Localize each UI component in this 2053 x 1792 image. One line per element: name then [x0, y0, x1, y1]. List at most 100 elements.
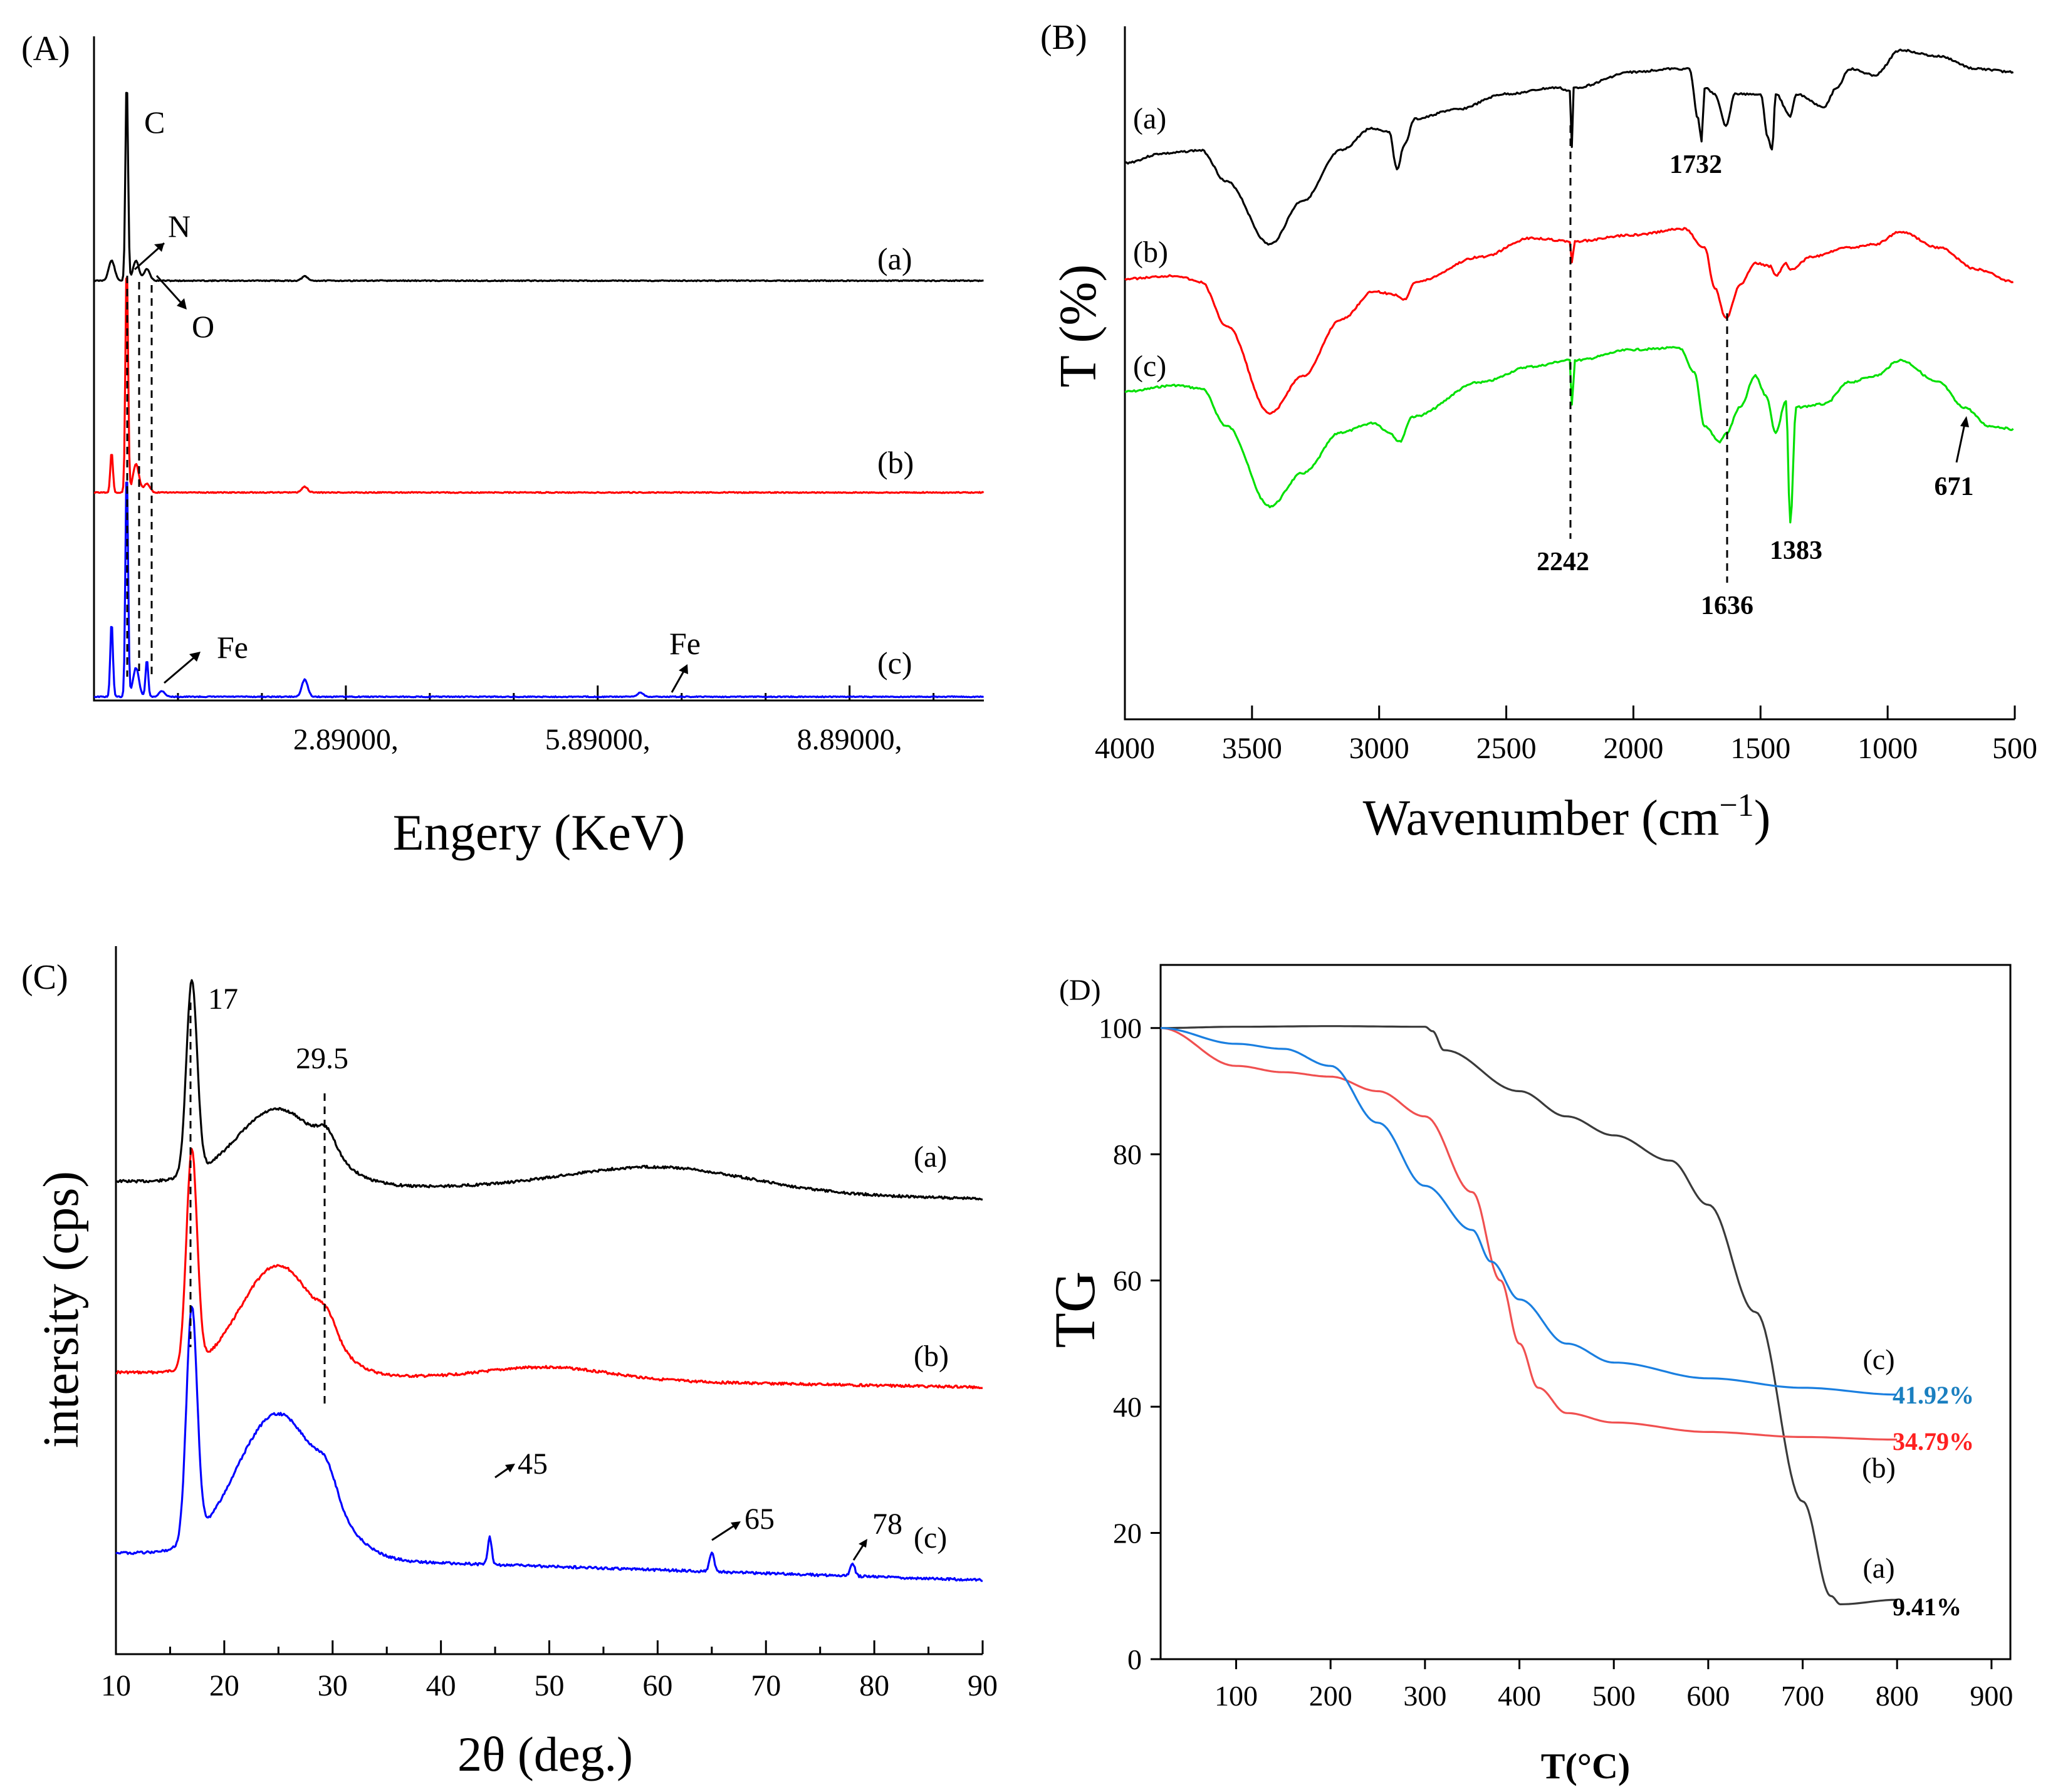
arrow-n-head: [154, 243, 164, 252]
series-label-c: (c): [877, 645, 912, 680]
panel-b-xlabel-main: Wavenumber (cm: [1363, 791, 1720, 846]
peak-label-17: 17: [208, 982, 238, 1016]
arrow-78-head: [859, 1539, 867, 1548]
x-tick-label: 3500: [1222, 732, 1282, 765]
x-tick-label: 600: [1686, 1680, 1730, 1712]
peak-label-1732: 1732: [1669, 150, 1722, 179]
end-label-a: (a): [1862, 1552, 1894, 1584]
panel-d-frame: [1159, 964, 2012, 1660]
x-tick-label: 70: [751, 1669, 781, 1702]
x-tick-label: 200: [1309, 1680, 1352, 1712]
peak-label-fe-1: Fe: [217, 630, 248, 665]
panel-d-label: (D): [1059, 974, 1101, 1007]
series-a: [1161, 1025, 1898, 1605]
series-b: [1160, 1027, 1898, 1441]
series-label-b: (b): [877, 445, 914, 480]
x-tick-label: 100: [1215, 1680, 1258, 1712]
percent-label-c: 41.92%: [1893, 1381, 1974, 1409]
series-a: [93, 91, 984, 283]
panel-a: (A) 2.89000, 5.89000, 8.89000, C N O Fe Fe…: [21, 29, 985, 861]
arrow-o: [155, 274, 186, 308]
panel-a-axes: [93, 36, 984, 702]
end-label-b: (b): [1862, 1452, 1896, 1484]
panel-b-ylabel: T (%): [1049, 264, 1107, 388]
panel-c-label: (C): [21, 958, 68, 997]
peak-label-c: C: [144, 105, 165, 140]
x-tick-label: 500: [1592, 1680, 1636, 1712]
arrow-671: [1955, 420, 1967, 463]
series-c: [1160, 1027, 1898, 1396]
peak-label-65: 65: [744, 1503, 775, 1536]
x-tick-label: 400: [1498, 1680, 1541, 1712]
x-tick-label: 80: [859, 1669, 889, 1702]
peak-label-2242: 2242: [1537, 548, 1589, 576]
x-tick-label: 20: [209, 1669, 239, 1702]
series-b: [93, 276, 985, 494]
panel-b-xlabel-sup: −1: [1719, 788, 1753, 823]
peak-label-n: N: [168, 209, 191, 244]
panel-a-xlabel: Engery (KeV): [393, 804, 686, 861]
percent-label-a: 9.41%: [1893, 1593, 1962, 1621]
x-tick-label: 2000: [1603, 732, 1663, 765]
peak-label-671: 671: [1935, 472, 1974, 501]
end-label-c: (c): [1862, 1343, 1894, 1375]
panel-d: (D) 100 200 300 400 500 600 700 800 900 0 20 40 60 80…: [1043, 964, 2013, 1786]
x-tick-label: 300: [1403, 1680, 1446, 1712]
x-tick-label: 1500: [1730, 732, 1790, 765]
x-tick-label: 90: [968, 1669, 998, 1702]
peak-label-o: O: [192, 309, 214, 344]
series-label-c: (c): [1133, 350, 1166, 383]
x-tick-label: 700: [1781, 1680, 1824, 1712]
series-c: [115, 1306, 983, 1582]
panel-b-xlabel-end: ): [1754, 791, 1771, 846]
arrow-65: [711, 1523, 738, 1541]
y-tick-label: 60: [1113, 1265, 1142, 1297]
x-tick-label: 3000: [1349, 732, 1409, 765]
y-tick-label: 80: [1113, 1138, 1142, 1170]
percent-label-b: 34.79%: [1893, 1427, 1974, 1456]
x-tick-label: 2.89000,: [293, 723, 399, 756]
x-tick-label: 60: [642, 1669, 672, 1702]
series-c: [93, 481, 985, 699]
series-a: [1124, 48, 2014, 246]
series-label-b: (b): [914, 1340, 949, 1373]
series-a: [115, 979, 983, 1201]
panel-c-ylabel: intersity (cps): [34, 1171, 89, 1448]
y-tick-label: 0: [1127, 1644, 1142, 1675]
x-tick-label: 5.89000,: [545, 723, 650, 756]
x-tick-label: 50: [535, 1669, 565, 1702]
y-tick-label: 40: [1113, 1391, 1142, 1423]
x-tick-label: 40: [426, 1669, 456, 1702]
panel-b: (B) 4000 3500 3000 2500 2000 1500 1000 500 (a) …: [1040, 18, 2037, 846]
peak-label-fe-2: Fe: [669, 626, 701, 661]
x-tick-label: 900: [1970, 1680, 2013, 1712]
series-c: [1124, 346, 2014, 524]
series-label-c: (c): [914, 1521, 947, 1555]
x-tick-label: 10: [101, 1669, 131, 1702]
arrow-o-head: [177, 298, 187, 310]
series-b: [1124, 227, 2014, 415]
panel-b-xlabel: Wavenumber (cm−1): [1363, 788, 1771, 846]
panel-d-ylabel: TG: [1043, 1271, 1107, 1348]
arrow-fe-2-head: [679, 664, 688, 674]
peak-label-45: 45: [518, 1447, 548, 1481]
x-tick-label: 8.89000,: [797, 723, 902, 756]
panel-c: (C) 10 20 30 40 50 60 70 80 90 17 29.5 45 65 78 …: [21, 946, 998, 1781]
panel-d-xlabel: T(°C): [1541, 1746, 1630, 1786]
panel-a-label: (A): [21, 29, 70, 68]
series-label-a: (a): [1133, 102, 1166, 135]
y-tick-label: 100: [1099, 1013, 1142, 1044]
y-tick-label: 20: [1113, 1518, 1142, 1550]
arrow-fe-1-head: [189, 652, 201, 662]
peak-label-29-5: 29.5: [296, 1042, 348, 1075]
series-label-a: (a): [914, 1140, 947, 1174]
arrow-65-head: [731, 1521, 741, 1530]
peak-label-1636: 1636: [1701, 591, 1753, 620]
arrow-45-head: [505, 1464, 515, 1472]
arrow-fe-1: [164, 653, 199, 684]
series-label-b: (b): [1133, 236, 1168, 269]
x-tick-label: 1000: [1857, 732, 1918, 765]
series-b: [115, 1148, 983, 1390]
peak-label-1383: 1383: [1770, 536, 1822, 565]
